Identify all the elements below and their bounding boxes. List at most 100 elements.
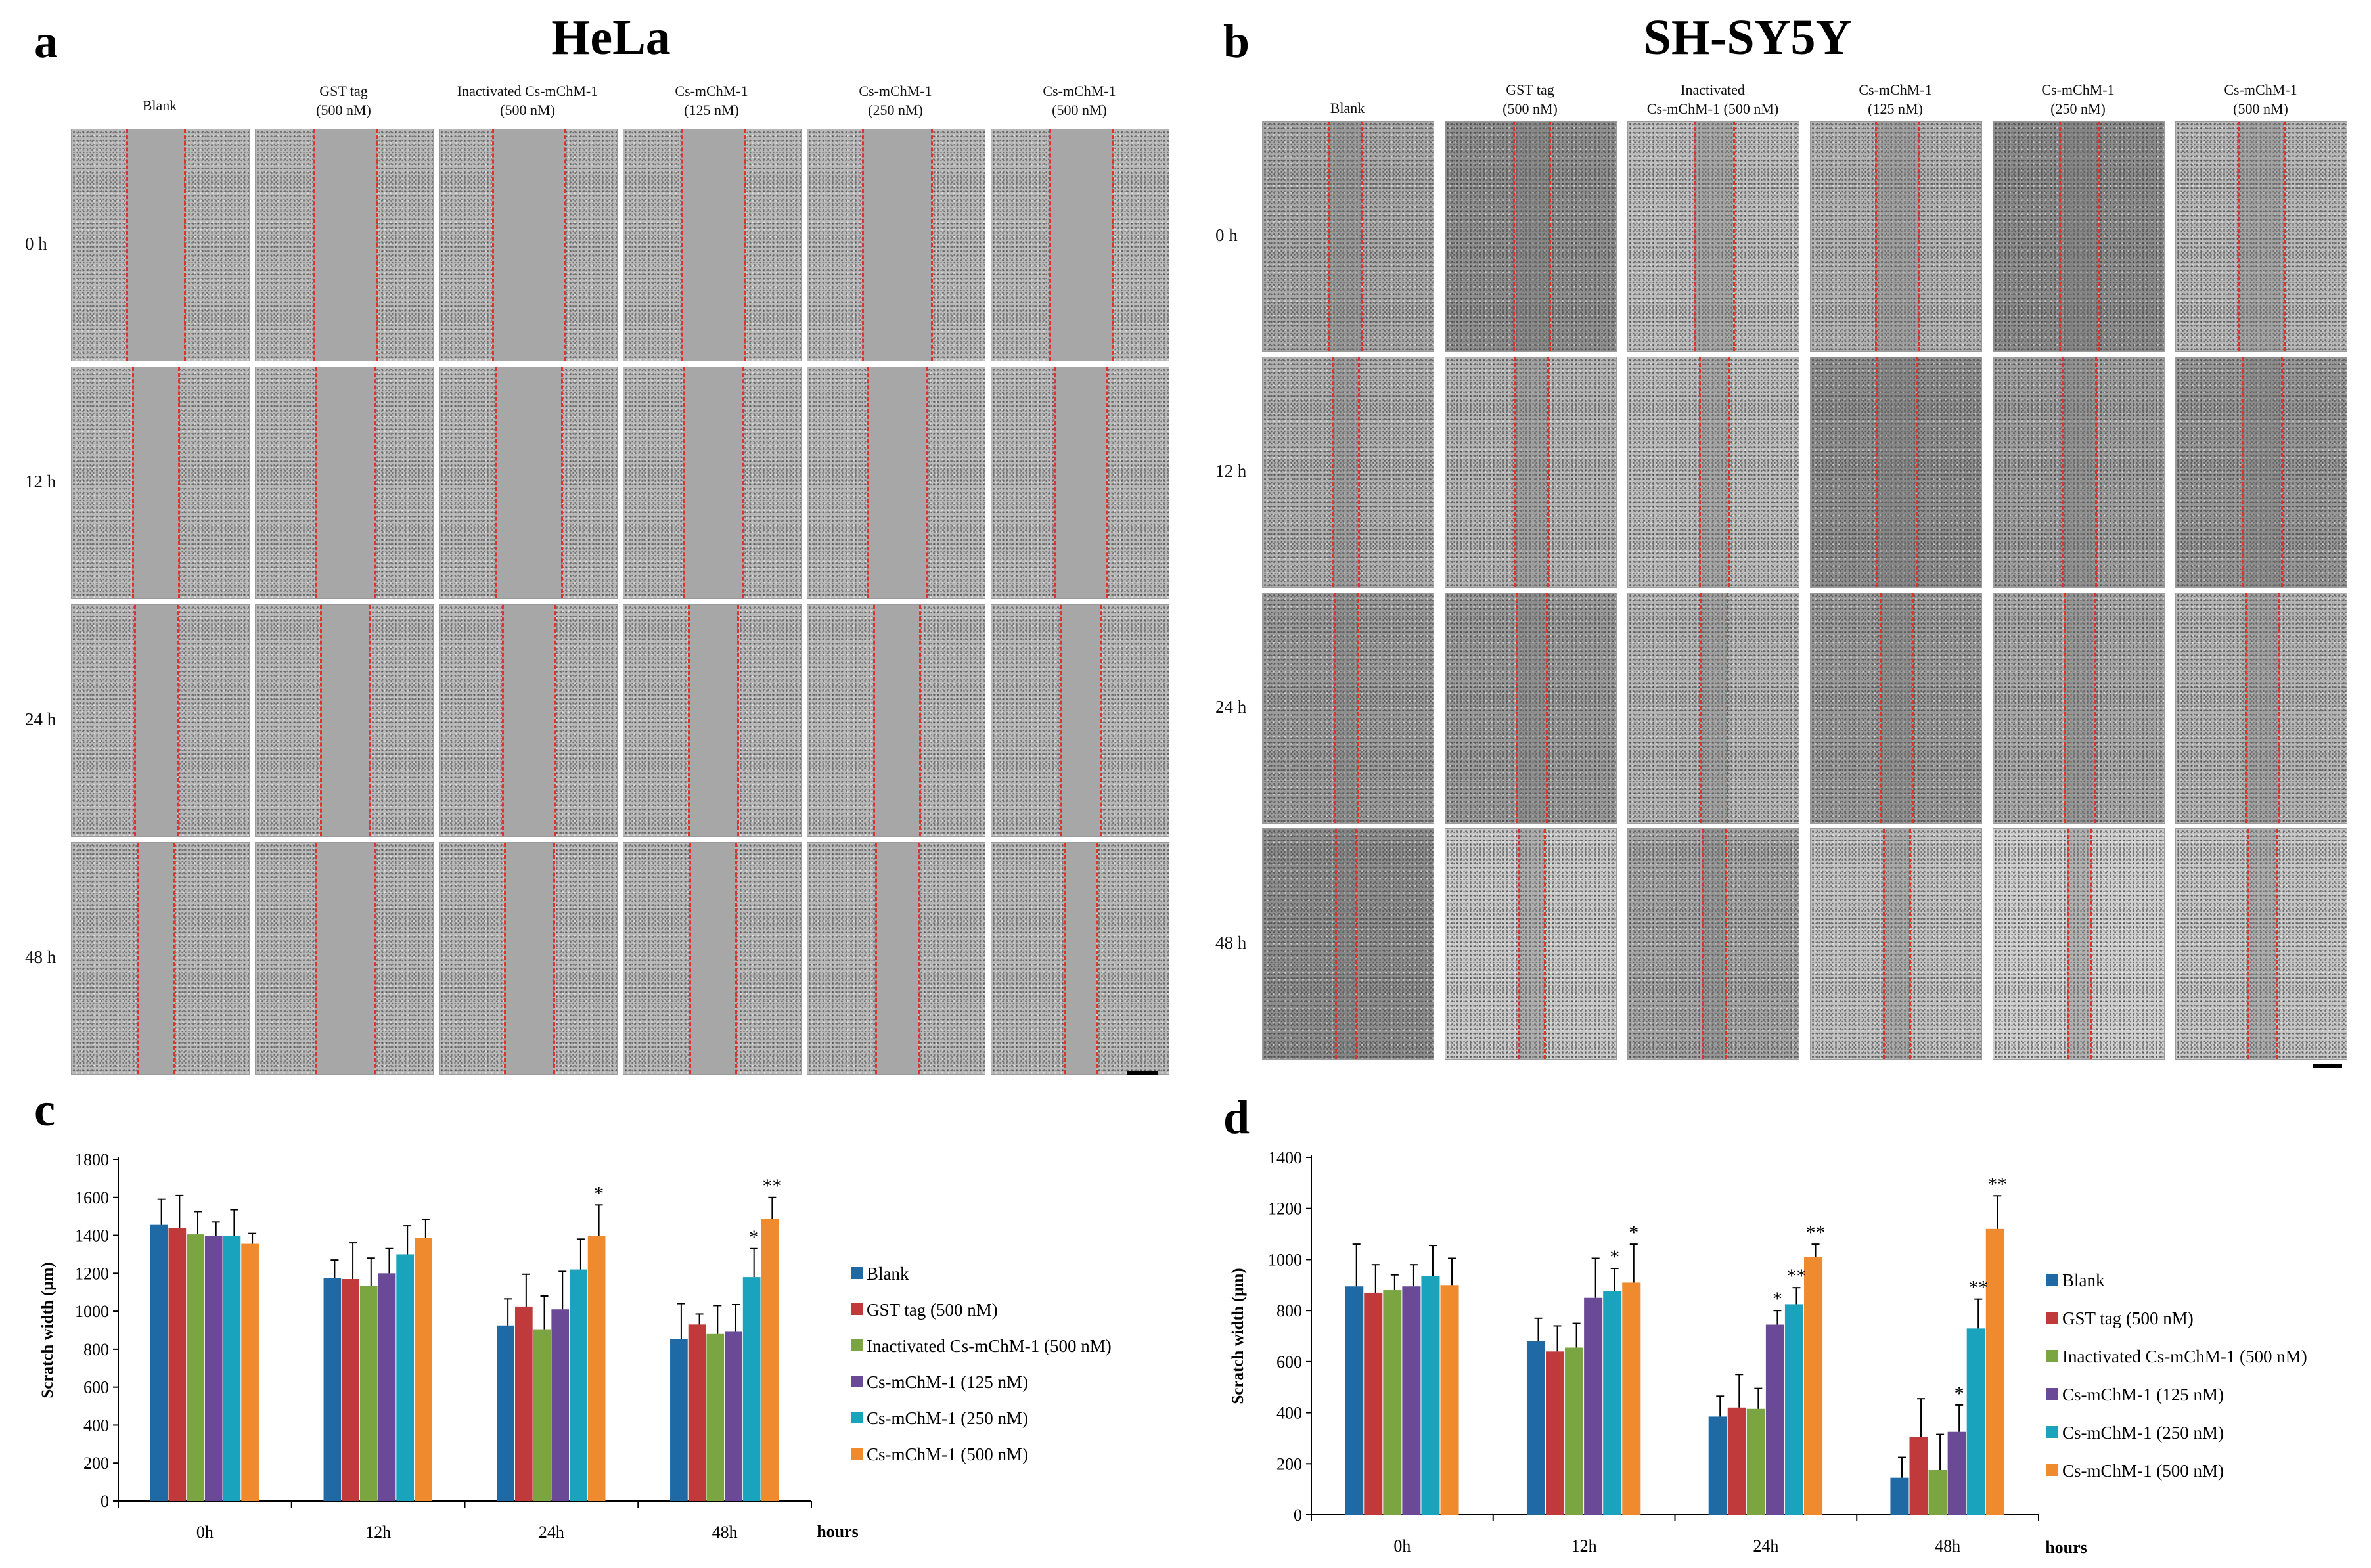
panel-letter-d: d bbox=[1223, 1091, 1250, 1144]
column-label: GST tag (500 nM) bbox=[1425, 80, 1635, 118]
y-tick-label: 400 bbox=[1276, 1404, 1302, 1423]
scratch-edge-line bbox=[736, 605, 739, 836]
y-tick-label: 800 bbox=[1276, 1301, 1302, 1320]
scratch-edge-line bbox=[319, 605, 322, 836]
column-label-line: Cs-mChM-1 (500 nM) bbox=[1646, 101, 1779, 117]
scratch-gap bbox=[1874, 122, 1918, 351]
hela-scratch-width-chart: 0 200 400 600 800 1000 1200 1400 1600 1800 Scratch… bbox=[39, 1150, 1112, 1542]
scratch-gap bbox=[1328, 122, 1361, 351]
column-label: Cs-mChM-1 (125 nM) bbox=[603, 81, 820, 120]
scratch-edge-line bbox=[374, 843, 376, 1074]
y-axis-label: Scratch width (μm) bbox=[1229, 1268, 1247, 1404]
significance-marker: ** bbox=[762, 1175, 782, 1197]
scratch-edge-line bbox=[1702, 829, 1704, 1059]
scratch-edge-line bbox=[374, 367, 376, 598]
cell-monolayer bbox=[1993, 593, 2164, 823]
scratch-edge-line bbox=[1060, 605, 1062, 836]
bar bbox=[1364, 1292, 1383, 1515]
bar bbox=[587, 1236, 606, 1501]
cell-monolayer bbox=[1811, 357, 1981, 587]
x-tick-label: 12h bbox=[365, 1523, 391, 1542]
legend-swatch bbox=[2046, 1464, 2058, 1476]
panel-letter-c: c bbox=[34, 1083, 55, 1136]
legend-swatch bbox=[851, 1303, 863, 1315]
bar bbox=[241, 1243, 259, 1501]
scratch-edge-line bbox=[917, 843, 920, 1074]
scratch-edge-line bbox=[1096, 843, 1098, 1074]
scratch-edge-line bbox=[681, 129, 683, 361]
row-label: 12 h bbox=[1215, 461, 1247, 481]
column-label: Blank bbox=[51, 96, 268, 115]
micrograph-tile bbox=[1445, 828, 1617, 1060]
bar bbox=[570, 1269, 587, 1501]
scratch-edge-line bbox=[2242, 357, 2244, 587]
significance-marker: ** bbox=[1987, 1173, 2007, 1195]
bar bbox=[1565, 1347, 1584, 1515]
column-label: Cs-mChM-1 (125 nM) bbox=[1790, 80, 2000, 118]
scratch-edge-line bbox=[1054, 367, 1056, 598]
column-label-line: Inactivated bbox=[1681, 81, 1745, 98]
scratch-gap bbox=[1880, 593, 1912, 823]
scratch-gap bbox=[1514, 357, 1547, 587]
x-tick-label: 12h bbox=[1571, 1536, 1597, 1556]
legend-label: Blank bbox=[867, 1264, 909, 1284]
cell-monolayer bbox=[1263, 122, 1434, 351]
column-label: Blank bbox=[1242, 99, 1453, 118]
y-tick-label: 200 bbox=[83, 1454, 109, 1473]
scratch-edge-line bbox=[1335, 829, 1337, 1059]
bar bbox=[1421, 1276, 1440, 1515]
scratch-gap bbox=[1698, 357, 1728, 587]
legend-swatch bbox=[2046, 1388, 2058, 1400]
scale-bar bbox=[1127, 1071, 1158, 1075]
micrograph-tile bbox=[439, 129, 618, 361]
legend-label: Cs-mChM-1 (500 nM) bbox=[2062, 1461, 2224, 1481]
scratch-edge-line bbox=[554, 605, 556, 836]
scratch-gap bbox=[503, 843, 553, 1074]
scratch-edge-line bbox=[2098, 122, 2100, 351]
scratch-edge-line bbox=[873, 605, 875, 836]
scratch-edge-line bbox=[375, 129, 378, 361]
scratch-edge-line bbox=[1909, 829, 1911, 1059]
micrograph-tile bbox=[1993, 828, 2165, 1060]
scratch-edge-line bbox=[742, 367, 744, 598]
column-label: Cs-mChM-1 (500 nM) bbox=[2156, 80, 2366, 118]
scratch-edge-line bbox=[137, 843, 139, 1074]
scratch-gap bbox=[2067, 829, 2090, 1059]
scratch-gap bbox=[2064, 593, 2094, 823]
bar bbox=[1765, 1324, 1784, 1515]
column-label-line: Blank bbox=[1330, 100, 1365, 116]
scratch-edge-line bbox=[2090, 829, 2092, 1059]
bar bbox=[1440, 1285, 1459, 1515]
column-label-line: (125 nM) bbox=[1868, 101, 1923, 117]
scratch-edge-line bbox=[2238, 122, 2240, 351]
scratch-edge-line bbox=[1917, 122, 1920, 351]
scratch-gap bbox=[683, 367, 742, 598]
scratch-gap bbox=[315, 843, 374, 1074]
scratch-edge-line bbox=[874, 843, 877, 1074]
scratch-edge-line bbox=[1328, 122, 1330, 351]
legend-label: GST tag (500 nM) bbox=[2062, 1309, 2194, 1328]
scratch-edge-line bbox=[503, 843, 506, 1074]
legend-swatch bbox=[2046, 1274, 2058, 1286]
significance-marker: ** bbox=[1786, 1265, 1806, 1287]
column-label-line: Inactivated Cs-mChM-1 bbox=[457, 83, 598, 99]
bar bbox=[396, 1254, 415, 1501]
scratch-edge-line bbox=[176, 605, 179, 836]
row-label: 12 h bbox=[25, 472, 56, 491]
micrograph-tile bbox=[991, 604, 1169, 837]
bar bbox=[1746, 1408, 1765, 1515]
row-label: 0 h bbox=[1215, 225, 1238, 245]
bar bbox=[1803, 1257, 1823, 1515]
scratch-edge-line bbox=[919, 605, 921, 836]
scratch-edge-line bbox=[1358, 357, 1360, 587]
scratch-gap bbox=[1516, 593, 1546, 823]
micrograph-tile bbox=[807, 842, 985, 1075]
column-label-line: (250 nM) bbox=[2050, 101, 2106, 117]
scratch-edge-line bbox=[1049, 129, 1051, 361]
scratch-edge-line bbox=[1547, 357, 1549, 587]
scratch-gap bbox=[681, 129, 744, 361]
bar bbox=[1966, 1328, 1985, 1515]
micrograph-tile bbox=[1627, 121, 1799, 352]
y-tick-label: 1400 bbox=[75, 1226, 109, 1245]
cell-monolayer bbox=[2176, 357, 2347, 587]
